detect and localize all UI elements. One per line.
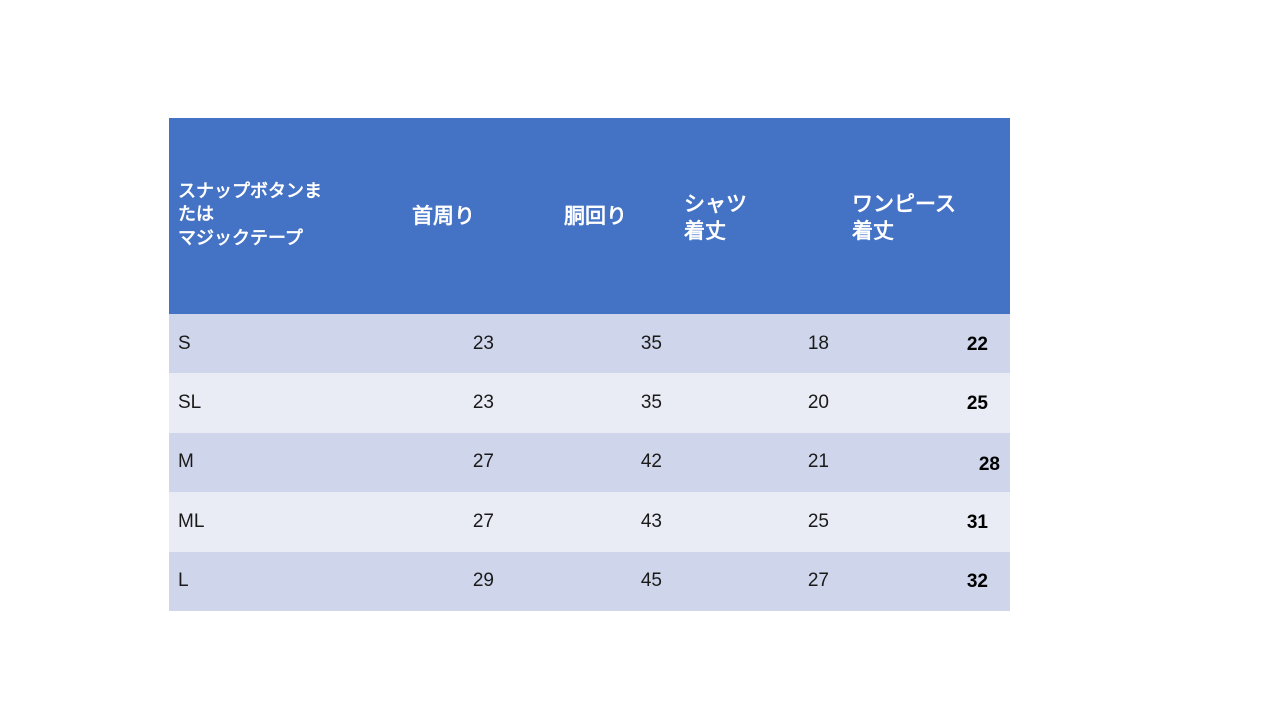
- cell-shirt-length: 27: [807, 570, 829, 592]
- cell-waist: 35: [640, 392, 662, 414]
- cell-dress-length: 22: [966, 333, 988, 355]
- table-row: SL 23 35 20 25: [169, 373, 1010, 433]
- cell-size: L: [178, 570, 189, 592]
- cell-shirt-length: 21: [807, 451, 829, 473]
- cell-dress-length: 28: [978, 454, 1000, 476]
- header-neck: 首周り: [369, 118, 499, 314]
- cell-waist: 45: [640, 570, 662, 592]
- cell-neck: 23: [472, 392, 494, 414]
- cell-waist: 42: [640, 451, 662, 473]
- cell-size: S: [178, 332, 191, 354]
- header-dress-length: ワンピース 着丈: [837, 118, 1010, 314]
- header-line: 着丈: [684, 218, 726, 243]
- size-chart-table: スナップボタンま たは マジックテープ 首周り 胴回り シャツ 着丈 ワンピース…: [169, 118, 1010, 611]
- header-shirt-length: シャツ 着丈: [667, 118, 837, 314]
- header-line: 着丈: [852, 218, 894, 243]
- header-fastener-type: スナップボタンま たは マジックテープ: [169, 118, 369, 314]
- header-line: マジックテープ: [178, 227, 303, 249]
- cell-dress-length: 32: [966, 571, 988, 593]
- cell-size: SL: [178, 392, 202, 414]
- cell-shirt-length: 25: [807, 510, 829, 532]
- table-row: S 23 35 18 22: [169, 314, 1010, 374]
- header-line: 胴回り: [564, 203, 627, 228]
- header-line: 首周り: [412, 203, 475, 228]
- cell-size: ML: [178, 510, 205, 532]
- header-line: たは: [178, 204, 214, 226]
- table-row: ML 27 43 25 31: [169, 492, 1010, 552]
- cell-neck: 23: [472, 332, 494, 354]
- header-line: ワンピース: [852, 191, 956, 216]
- cell-shirt-length: 18: [807, 332, 829, 354]
- cell-size: M: [178, 451, 194, 473]
- table-row: L 29 45 27 32: [169, 551, 1010, 611]
- cell-waist: 43: [640, 510, 662, 532]
- cell-neck: 27: [472, 451, 494, 473]
- header-waist: 胴回り: [499, 118, 667, 314]
- cell-dress-length: 25: [966, 393, 988, 415]
- header-row: スナップボタンま たは マジックテープ 首周り 胴回り シャツ 着丈 ワンピース…: [169, 118, 1010, 314]
- table-header: スナップボタンま たは マジックテープ 首周り 胴回り シャツ 着丈 ワンピース…: [169, 118, 1010, 314]
- table-row: M 27 42 21 28: [169, 432, 1010, 493]
- table-body: S 23 35 18 22 SL 23 35 20 25 M 27 42 21 …: [169, 314, 1010, 611]
- cell-neck: 27: [472, 510, 494, 532]
- cell-neck: 29: [472, 570, 494, 592]
- cell-shirt-length: 20: [807, 392, 829, 414]
- header-line: シャツ: [684, 191, 747, 216]
- header-line: スナップボタンま: [178, 180, 322, 202]
- cell-dress-length: 31: [966, 511, 988, 533]
- cell-waist: 35: [640, 332, 662, 354]
